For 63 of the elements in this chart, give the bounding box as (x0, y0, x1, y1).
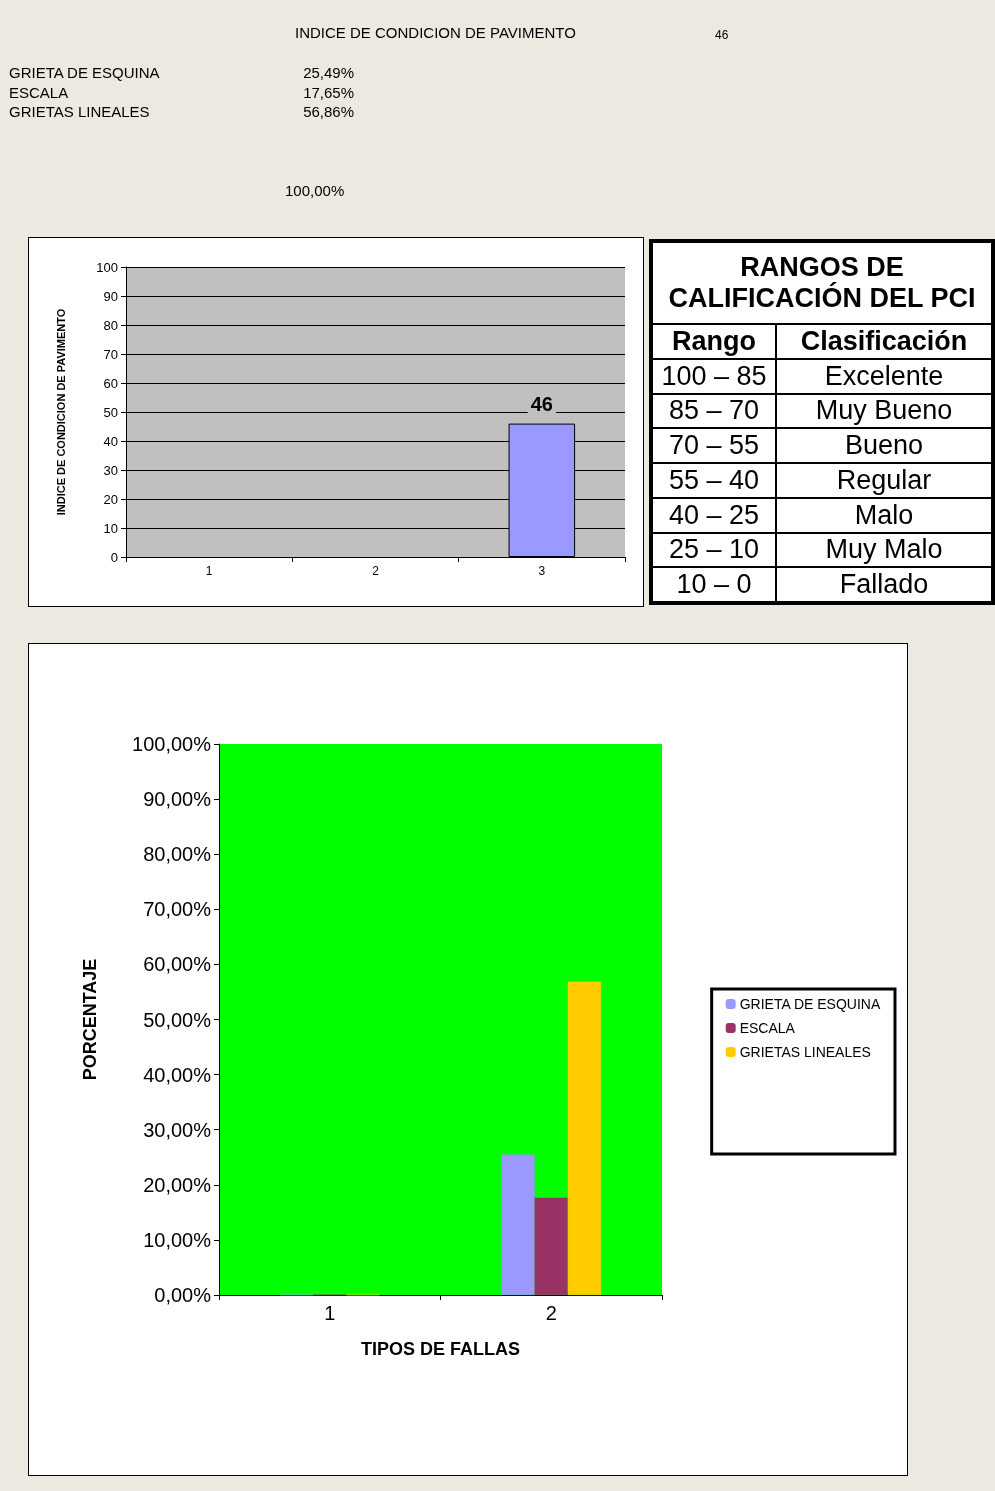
y-tick-label: 60,00% (143, 953, 212, 976)
text: 100 – 85 (652, 358, 777, 394)
text: Excelente (776, 358, 992, 394)
x-axis-title: TIPOS DE FALLAS (360, 1339, 521, 1359)
y-tick-label: 80 (103, 317, 118, 333)
y-axis-title: PORCENTAJE (80, 958, 100, 1081)
y-tick-label: 70 (103, 346, 118, 362)
y-tick-label: 50 (103, 404, 118, 420)
y-tick-label: 0,00% (154, 1284, 212, 1306)
x-tick-label: 2 (545, 1302, 557, 1324)
y-tick-label: 0 (110, 549, 118, 565)
text: 85 – 70 (652, 393, 777, 429)
text: Rango (652, 324, 777, 359)
x-tick-label: 1 (205, 564, 213, 578)
text: Fallado (776, 567, 992, 602)
bar (501, 1154, 535, 1295)
y-tick-label: 10,00% (143, 1228, 212, 1251)
text: 25,49% (302, 64, 354, 81)
x-tick-label: 1 (324, 1302, 336, 1324)
y-tick-label: 30,00% (143, 1118, 212, 1141)
legend-label: GRIETA DE ESQUINA (739, 996, 881, 1012)
text: GRIETA DE ESQUINA (9, 64, 160, 81)
y-tick-label: 100 (96, 259, 118, 275)
text: Muy Malo (776, 532, 992, 568)
y-tick-label: 80,00% (143, 843, 212, 866)
y-tick-label: 20 (103, 491, 118, 507)
legend-label: GRIETAS LINEALES (739, 1044, 871, 1060)
y-tick-label: 40,00% (143, 1063, 212, 1086)
x-tick-label: 2 (372, 564, 380, 578)
text: 10 – 0 (652, 567, 777, 602)
y-tick-label: 90 (103, 288, 118, 304)
y-tick-label: 50,00% (143, 1008, 212, 1031)
y-tick-label: 30 (103, 462, 118, 478)
bar (534, 1197, 568, 1295)
data-label: 46 (530, 392, 553, 415)
y-tick-label: 100,00% (132, 733, 212, 755)
legend-label: ESCALA (739, 1020, 796, 1036)
text: Malo (776, 497, 992, 533)
y-tick-label: 90,00% (143, 788, 212, 811)
text: 100,00% (285, 182, 345, 199)
text: Regular (776, 463, 992, 498)
text: 56,86% (302, 103, 354, 120)
bar (567, 981, 602, 1295)
text: Muy Bueno (776, 393, 992, 429)
y-tick-label: 10 (103, 520, 118, 536)
text: 25 – 10 (652, 532, 777, 568)
text: ESCALA (9, 83, 69, 101)
y-tick-label: 20,00% (143, 1173, 212, 1196)
text: RANGOS DE CALIFICACIÓN DEL PCI (652, 242, 992, 324)
y-tick-label: 60 (103, 375, 118, 391)
text: Bueno (776, 428, 992, 463)
x-tick-label: 3 (538, 564, 546, 578)
text: Clasificación (776, 324, 992, 359)
y-axis-title: INDICE DE CONDICION DE PAVIMENTO (54, 308, 67, 516)
text: 55 – 40 (652, 463, 777, 498)
text: 40 – 25 (652, 497, 777, 533)
text: 70 – 55 (652, 428, 777, 463)
text: 17,65% (302, 83, 354, 101)
y-tick-label: 70,00% (143, 898, 212, 921)
text: GRIETAS LINEALES (9, 103, 150, 120)
text: 46 (715, 28, 729, 42)
text: INDICE DE CONDICION DE PAVIMENTO (295, 24, 576, 41)
y-tick-label: 40 (103, 433, 118, 449)
